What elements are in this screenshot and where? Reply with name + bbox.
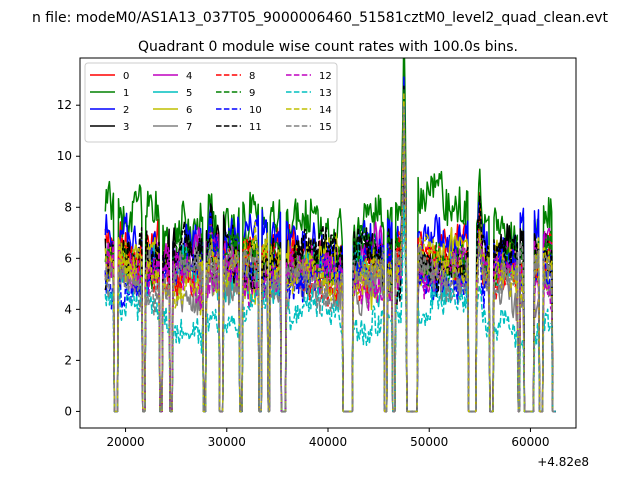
legend-label-0: 0 bbox=[123, 71, 129, 82]
legend-label-4: 4 bbox=[186, 71, 192, 82]
y-tick-label: 12 bbox=[57, 98, 72, 112]
legend-box bbox=[84, 62, 338, 143]
legend-label-15: 15 bbox=[319, 122, 332, 133]
figure-suptitle: n file: modeM0/AS1A13_037T05_9000006460_… bbox=[32, 10, 609, 26]
x-axis: 20000 30000 40000 50000 60000 bbox=[106, 428, 550, 449]
y-tick-label: 6 bbox=[64, 251, 72, 265]
legend-label-3: 3 bbox=[123, 122, 129, 133]
y-tick-label: 2 bbox=[64, 353, 72, 367]
y-tick-label: 10 bbox=[57, 149, 72, 163]
series-line-15 bbox=[104, 104, 556, 413]
series-line-14 bbox=[104, 91, 556, 413]
y-tick-label: 0 bbox=[64, 404, 72, 418]
x-tick-label: 30000 bbox=[208, 435, 246, 449]
y-tick-label: 8 bbox=[64, 200, 72, 214]
legend-label-10: 10 bbox=[249, 105, 262, 116]
legend-label-12: 12 bbox=[319, 71, 332, 82]
legend-label-13: 13 bbox=[319, 88, 332, 99]
legend-label-5: 5 bbox=[186, 88, 192, 99]
legend-label-9: 9 bbox=[249, 88, 255, 99]
legend-label-1: 1 bbox=[123, 88, 129, 99]
series-line-11 bbox=[104, 139, 556, 413]
series-line-13 bbox=[104, 204, 556, 413]
legend-label-7: 7 bbox=[186, 122, 192, 133]
legend-label-11: 11 bbox=[249, 122, 262, 133]
x-axis-offset-label: +4.82e8 bbox=[537, 455, 589, 469]
x-tick-label: 60000 bbox=[511, 435, 549, 449]
series-layer bbox=[104, 58, 556, 413]
series-line-10 bbox=[104, 136, 556, 413]
chart-title: Quadrant 0 module wise count rates with … bbox=[138, 39, 518, 55]
y-axis: 0 2 4 6 8 10 12 bbox=[57, 98, 80, 418]
legend-label-14: 14 bbox=[319, 105, 332, 116]
x-tick-label: 20000 bbox=[106, 435, 144, 449]
legend-label-2: 2 bbox=[123, 105, 129, 116]
x-tick-label: 50000 bbox=[410, 435, 448, 449]
y-tick-label: 4 bbox=[64, 302, 72, 316]
x-tick-label: 40000 bbox=[309, 435, 347, 449]
legend-label-6: 6 bbox=[186, 105, 192, 116]
legend-label-8: 8 bbox=[249, 71, 255, 82]
